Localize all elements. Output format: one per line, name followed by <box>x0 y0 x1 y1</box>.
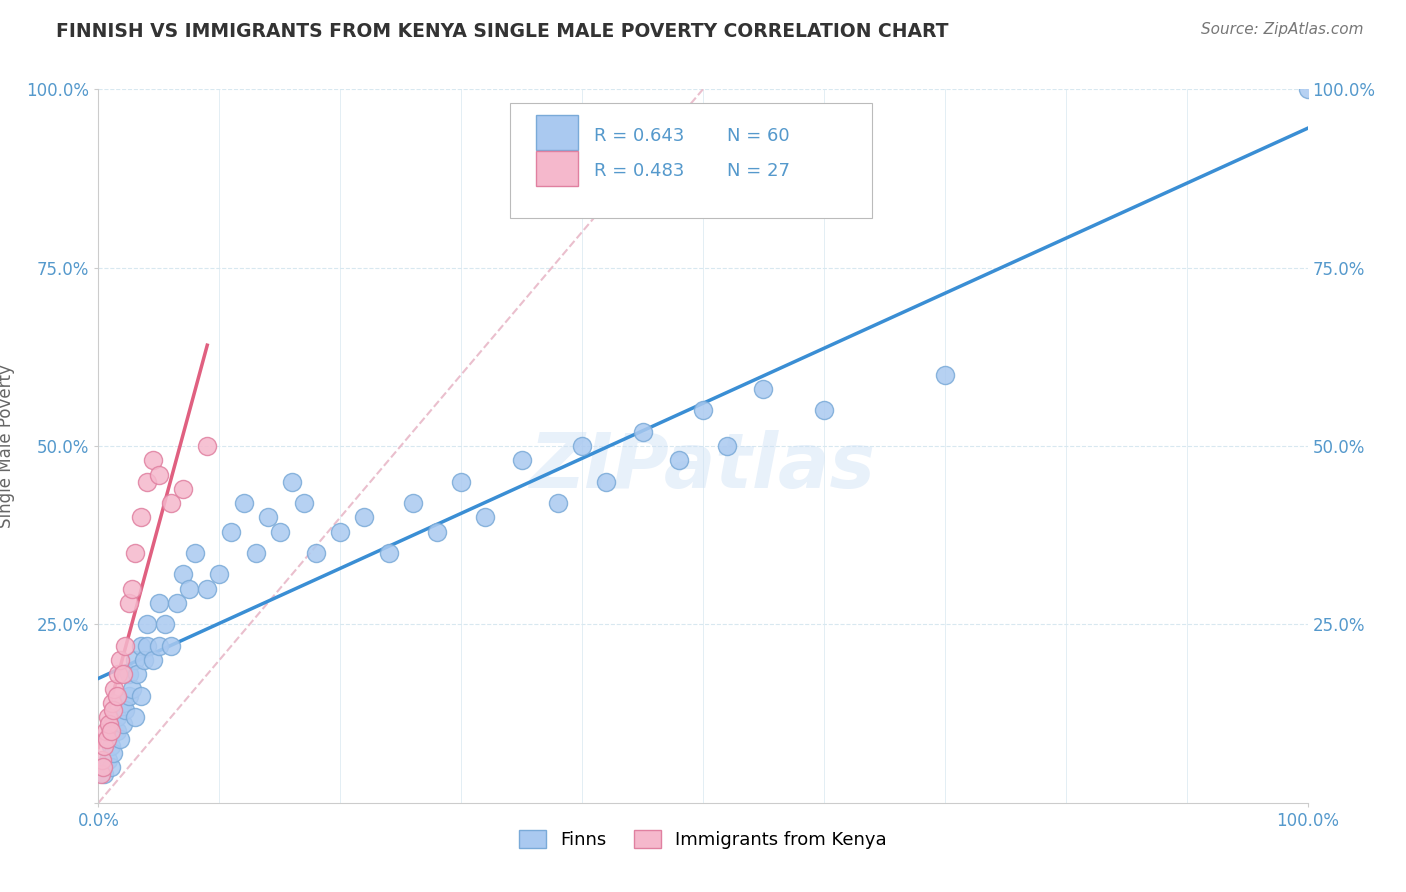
Point <box>97 753 120 767</box>
Legend: Finns, Immigrants from Kenya: Finns, Immigrants from Kenya <box>510 821 896 858</box>
Point <box>142 653 165 667</box>
Point <box>94 724 117 739</box>
Point <box>142 453 165 467</box>
Point <box>111 717 134 731</box>
Point <box>129 510 152 524</box>
Text: R = 0.643: R = 0.643 <box>595 127 685 145</box>
Text: N = 60: N = 60 <box>727 127 790 145</box>
Point <box>221 524 243 539</box>
Text: Source: ZipAtlas.com: Source: ZipAtlas.com <box>1201 22 1364 37</box>
Point <box>100 760 122 774</box>
Point <box>108 653 131 667</box>
Point <box>329 524 352 539</box>
Point <box>111 696 134 710</box>
Text: ZIPatlas: ZIPatlas <box>530 431 876 504</box>
Point <box>166 596 188 610</box>
Point <box>114 639 136 653</box>
Bar <box>536 151 578 186</box>
Point <box>547 496 569 510</box>
Point <box>134 653 156 667</box>
Point <box>118 596 141 610</box>
Y-axis label: Single Male Poverty: Single Male Poverty <box>0 364 15 528</box>
Point <box>135 475 157 489</box>
Point <box>93 767 115 781</box>
Point <box>90 767 112 781</box>
Point <box>208 567 231 582</box>
Point <box>595 475 617 489</box>
Point <box>195 582 218 596</box>
Point <box>426 524 449 539</box>
Point <box>305 546 328 560</box>
Point <box>232 496 254 510</box>
Point <box>148 467 170 482</box>
Point <box>118 689 141 703</box>
Point <box>105 724 128 739</box>
Text: FINNISH VS IMMIGRANTS FROM KENYA SINGLE MALE POVERTY CORRELATION CHART: FINNISH VS IMMIGRANTS FROM KENYA SINGLE … <box>56 22 949 41</box>
Point <box>813 403 835 417</box>
Point <box>124 653 146 667</box>
Point <box>101 703 124 717</box>
Point <box>124 710 146 724</box>
Point <box>377 546 399 560</box>
Point <box>96 731 118 746</box>
Point <box>121 582 143 596</box>
Point <box>510 453 533 467</box>
Point <box>114 703 136 717</box>
Point <box>103 681 125 696</box>
Point <box>91 760 114 774</box>
Point <box>108 731 131 746</box>
Point <box>245 546 267 560</box>
Point <box>124 546 146 560</box>
Point <box>195 439 218 453</box>
Text: R = 0.483: R = 0.483 <box>595 162 685 180</box>
Point <box>100 724 122 739</box>
Point <box>100 696 122 710</box>
Point <box>121 681 143 696</box>
Point <box>111 667 134 681</box>
Point <box>281 475 304 489</box>
Point <box>160 639 183 653</box>
Point <box>148 639 170 653</box>
Point <box>160 496 183 510</box>
Point <box>129 689 152 703</box>
Point <box>135 617 157 632</box>
Point <box>474 510 496 524</box>
Point <box>97 710 120 724</box>
Point <box>1296 82 1319 96</box>
Point <box>269 524 291 539</box>
Point <box>129 639 152 653</box>
Point <box>101 746 124 760</box>
Text: N = 27: N = 27 <box>727 162 790 180</box>
Point <box>402 496 425 510</box>
Point <box>148 596 170 610</box>
Point <box>172 482 194 496</box>
Point <box>179 582 201 596</box>
Point <box>105 689 128 703</box>
Point <box>93 739 115 753</box>
Point <box>91 753 114 767</box>
Point <box>631 425 654 439</box>
Point <box>172 567 194 582</box>
Point <box>692 403 714 417</box>
Point <box>571 439 593 453</box>
Point <box>668 453 690 467</box>
Point <box>98 717 121 731</box>
Point <box>100 739 122 753</box>
Point <box>716 439 738 453</box>
Point <box>105 710 128 724</box>
Point <box>934 368 956 382</box>
Point <box>752 382 775 396</box>
Point <box>353 510 375 524</box>
FancyBboxPatch shape <box>509 103 872 218</box>
Point <box>135 639 157 653</box>
Bar <box>536 115 578 150</box>
Point <box>184 546 207 560</box>
Point <box>107 667 129 681</box>
Point <box>127 667 149 681</box>
Point <box>153 617 176 632</box>
Point <box>450 475 472 489</box>
Point <box>118 667 141 681</box>
Point <box>256 510 278 524</box>
Point <box>292 496 315 510</box>
